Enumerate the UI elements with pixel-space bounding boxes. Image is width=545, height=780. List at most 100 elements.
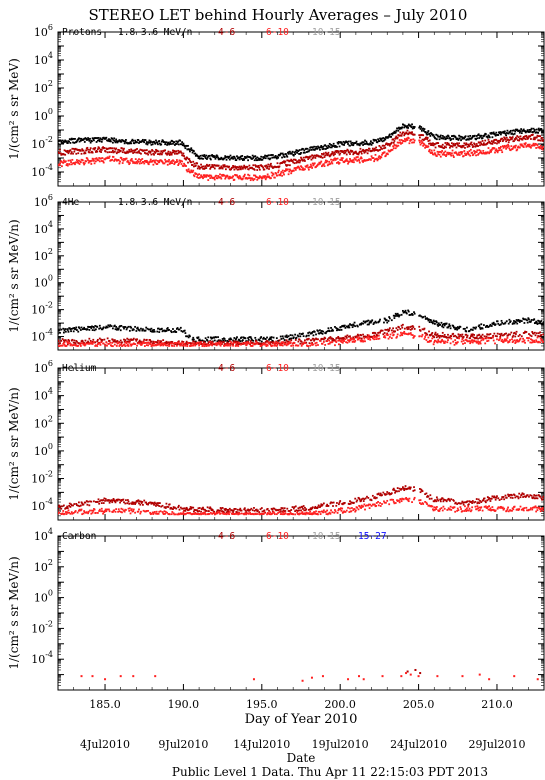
- data-point: [336, 145, 338, 148]
- data-point: [68, 138, 71, 141]
- data-point: [421, 138, 424, 141]
- data-point: [168, 154, 171, 156]
- data-point: [230, 338, 233, 341]
- data-point: [113, 500, 116, 503]
- data-point: [94, 157, 97, 160]
- data-point: [321, 148, 324, 151]
- data-point: [204, 167, 206, 170]
- data-point: [182, 142, 185, 145]
- data-point: [285, 334, 288, 337]
- data-point: [516, 339, 519, 341]
- y-tick-label: 106: [34, 193, 53, 209]
- data-point: [440, 321, 443, 324]
- data-point: [294, 153, 297, 156]
- data-point: [395, 144, 398, 147]
- data-point: [395, 336, 398, 339]
- data-point: [530, 335, 533, 338]
- data-point: [313, 330, 316, 333]
- data-point: [284, 160, 287, 163]
- data-point: [217, 509, 219, 512]
- data-point: [264, 338, 267, 341]
- data-point: [508, 340, 511, 343]
- data-point: [468, 150, 471, 152]
- data-point: [428, 139, 431, 142]
- data-point: [186, 335, 189, 338]
- data-point: [495, 131, 498, 134]
- data-point: [461, 338, 464, 341]
- data-point: [522, 136, 525, 138]
- data-point: [192, 344, 195, 347]
- data-point: [146, 327, 149, 330]
- data-point: [136, 159, 139, 162]
- data-point: [458, 142, 460, 145]
- data-point: [285, 344, 288, 347]
- data-point: [452, 335, 455, 338]
- data-point: [206, 344, 208, 347]
- data-point: [228, 175, 231, 178]
- data-point: [487, 326, 490, 328]
- data-point: [388, 144, 391, 147]
- data-point: [357, 334, 360, 337]
- data-point: [487, 138, 490, 141]
- data-point: [249, 342, 251, 345]
- data-point: [171, 345, 174, 347]
- data-point: [154, 502, 157, 505]
- data-point: [407, 328, 410, 330]
- data-point: [445, 322, 448, 325]
- data-point: [215, 336, 217, 339]
- data-point: [346, 160, 349, 162]
- data-point: [436, 341, 439, 344]
- data-point: [255, 165, 258, 168]
- data-point: [411, 123, 413, 126]
- data-point: [460, 340, 463, 343]
- data-point: [161, 504, 164, 507]
- data-point: [307, 334, 310, 337]
- data-point: [473, 326, 476, 329]
- data-point: [251, 177, 254, 180]
- data-point: [113, 140, 116, 142]
- data-point: [499, 133, 502, 136]
- data-point: [322, 153, 325, 156]
- data-point: [322, 338, 325, 341]
- data-point: [76, 329, 78, 331]
- data-point: [104, 499, 106, 502]
- data-point: [194, 344, 197, 347]
- data-point: [510, 145, 513, 148]
- data-point: [516, 135, 519, 137]
- data-point: [87, 161, 90, 164]
- data-point: [442, 326, 445, 329]
- data-point: [390, 337, 393, 340]
- data-point: [254, 155, 257, 158]
- data-point: [172, 342, 174, 345]
- data-point: [396, 329, 399, 331]
- data-point: [328, 342, 331, 345]
- data-point: [315, 338, 318, 341]
- data-point: [190, 161, 193, 164]
- data-point: [285, 164, 288, 167]
- data-point: [455, 342, 458, 345]
- data-point: [186, 508, 189, 511]
- data-point: [137, 139, 140, 141]
- data-point: [526, 337, 529, 339]
- data-point: [462, 145, 464, 148]
- data-point: [475, 154, 477, 157]
- data-point: [245, 156, 248, 159]
- data-point: [213, 155, 216, 158]
- data-point: [388, 336, 391, 338]
- legend-item: 1.8-3.6 MeV/n: [118, 197, 192, 208]
- data-point: [328, 145, 330, 148]
- data-point: [479, 328, 482, 330]
- data-point: [117, 159, 120, 162]
- data-point: [409, 326, 411, 328]
- data-point: [334, 153, 336, 155]
- data-point: [120, 500, 123, 502]
- data-point: [524, 341, 526, 344]
- data-point: [438, 138, 441, 141]
- data-point: [501, 151, 504, 154]
- data-point: [352, 153, 355, 156]
- data-point: [437, 142, 440, 145]
- data-point: [436, 323, 439, 326]
- data-point: [287, 343, 289, 346]
- data-point: [130, 148, 133, 151]
- data-point: [160, 327, 163, 330]
